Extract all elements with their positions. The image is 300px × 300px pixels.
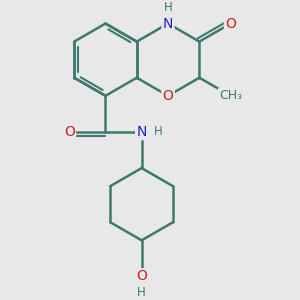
Text: CH₃: CH₃ [219, 89, 242, 102]
Text: O: O [136, 269, 147, 284]
Text: O: O [64, 125, 75, 139]
Text: O: O [163, 89, 173, 103]
Text: H: H [154, 125, 162, 138]
Text: H: H [164, 1, 172, 14]
Text: N: N [163, 16, 173, 31]
Text: N: N [136, 125, 147, 139]
Text: H: H [137, 286, 146, 299]
Text: O: O [225, 16, 236, 31]
